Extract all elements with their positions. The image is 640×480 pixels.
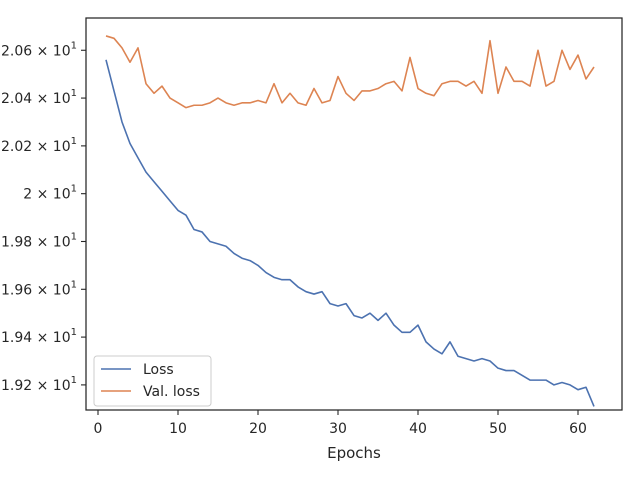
- y-tick-label: 1.92 × 101: [1, 375, 77, 394]
- y-axis-ticks: 1.92 × 101 1.94 × 101 1.96 × 101 1.98 × 101…: [1, 40, 86, 394]
- y-tick-label: 2 × 101: [23, 184, 77, 203]
- x-tick-label: 0: [94, 421, 103, 437]
- x-tick-label: 10: [169, 421, 187, 437]
- legend-label-val-loss: Val. loss: [143, 384, 200, 400]
- x-tick-label: 60: [569, 421, 587, 437]
- x-axis-label: Epochs: [327, 444, 381, 462]
- plot-background: [86, 18, 622, 410]
- series-layer: [105, 35, 595, 407]
- x-tick-label: 50: [489, 421, 507, 437]
- legend-label-loss: Loss: [143, 362, 174, 378]
- series-line-val-loss: [105, 35, 595, 109]
- legend: Loss Val. loss: [93, 355, 212, 407]
- y-tick-label: 2.02 × 101: [1, 136, 77, 155]
- y-tick-label: 1.94 × 101: [1, 327, 77, 346]
- x-tick-label: 20: [249, 421, 267, 437]
- y-tick-label: 2.04 × 101: [1, 88, 77, 107]
- x-tick-label: 40: [409, 421, 427, 437]
- plot-frame: [85, 17, 623, 411]
- x-tick-label: 30: [329, 421, 347, 437]
- y-tick-label: 1.98 × 101: [1, 231, 77, 250]
- series-line-loss: [105, 59, 595, 407]
- y-tick-label: 2.06 × 101: [1, 40, 77, 59]
- y-tick-label: 1.96 × 101: [1, 279, 77, 298]
- x-axis-ticks: 0 10 20 30 40 50 60: [94, 410, 587, 437]
